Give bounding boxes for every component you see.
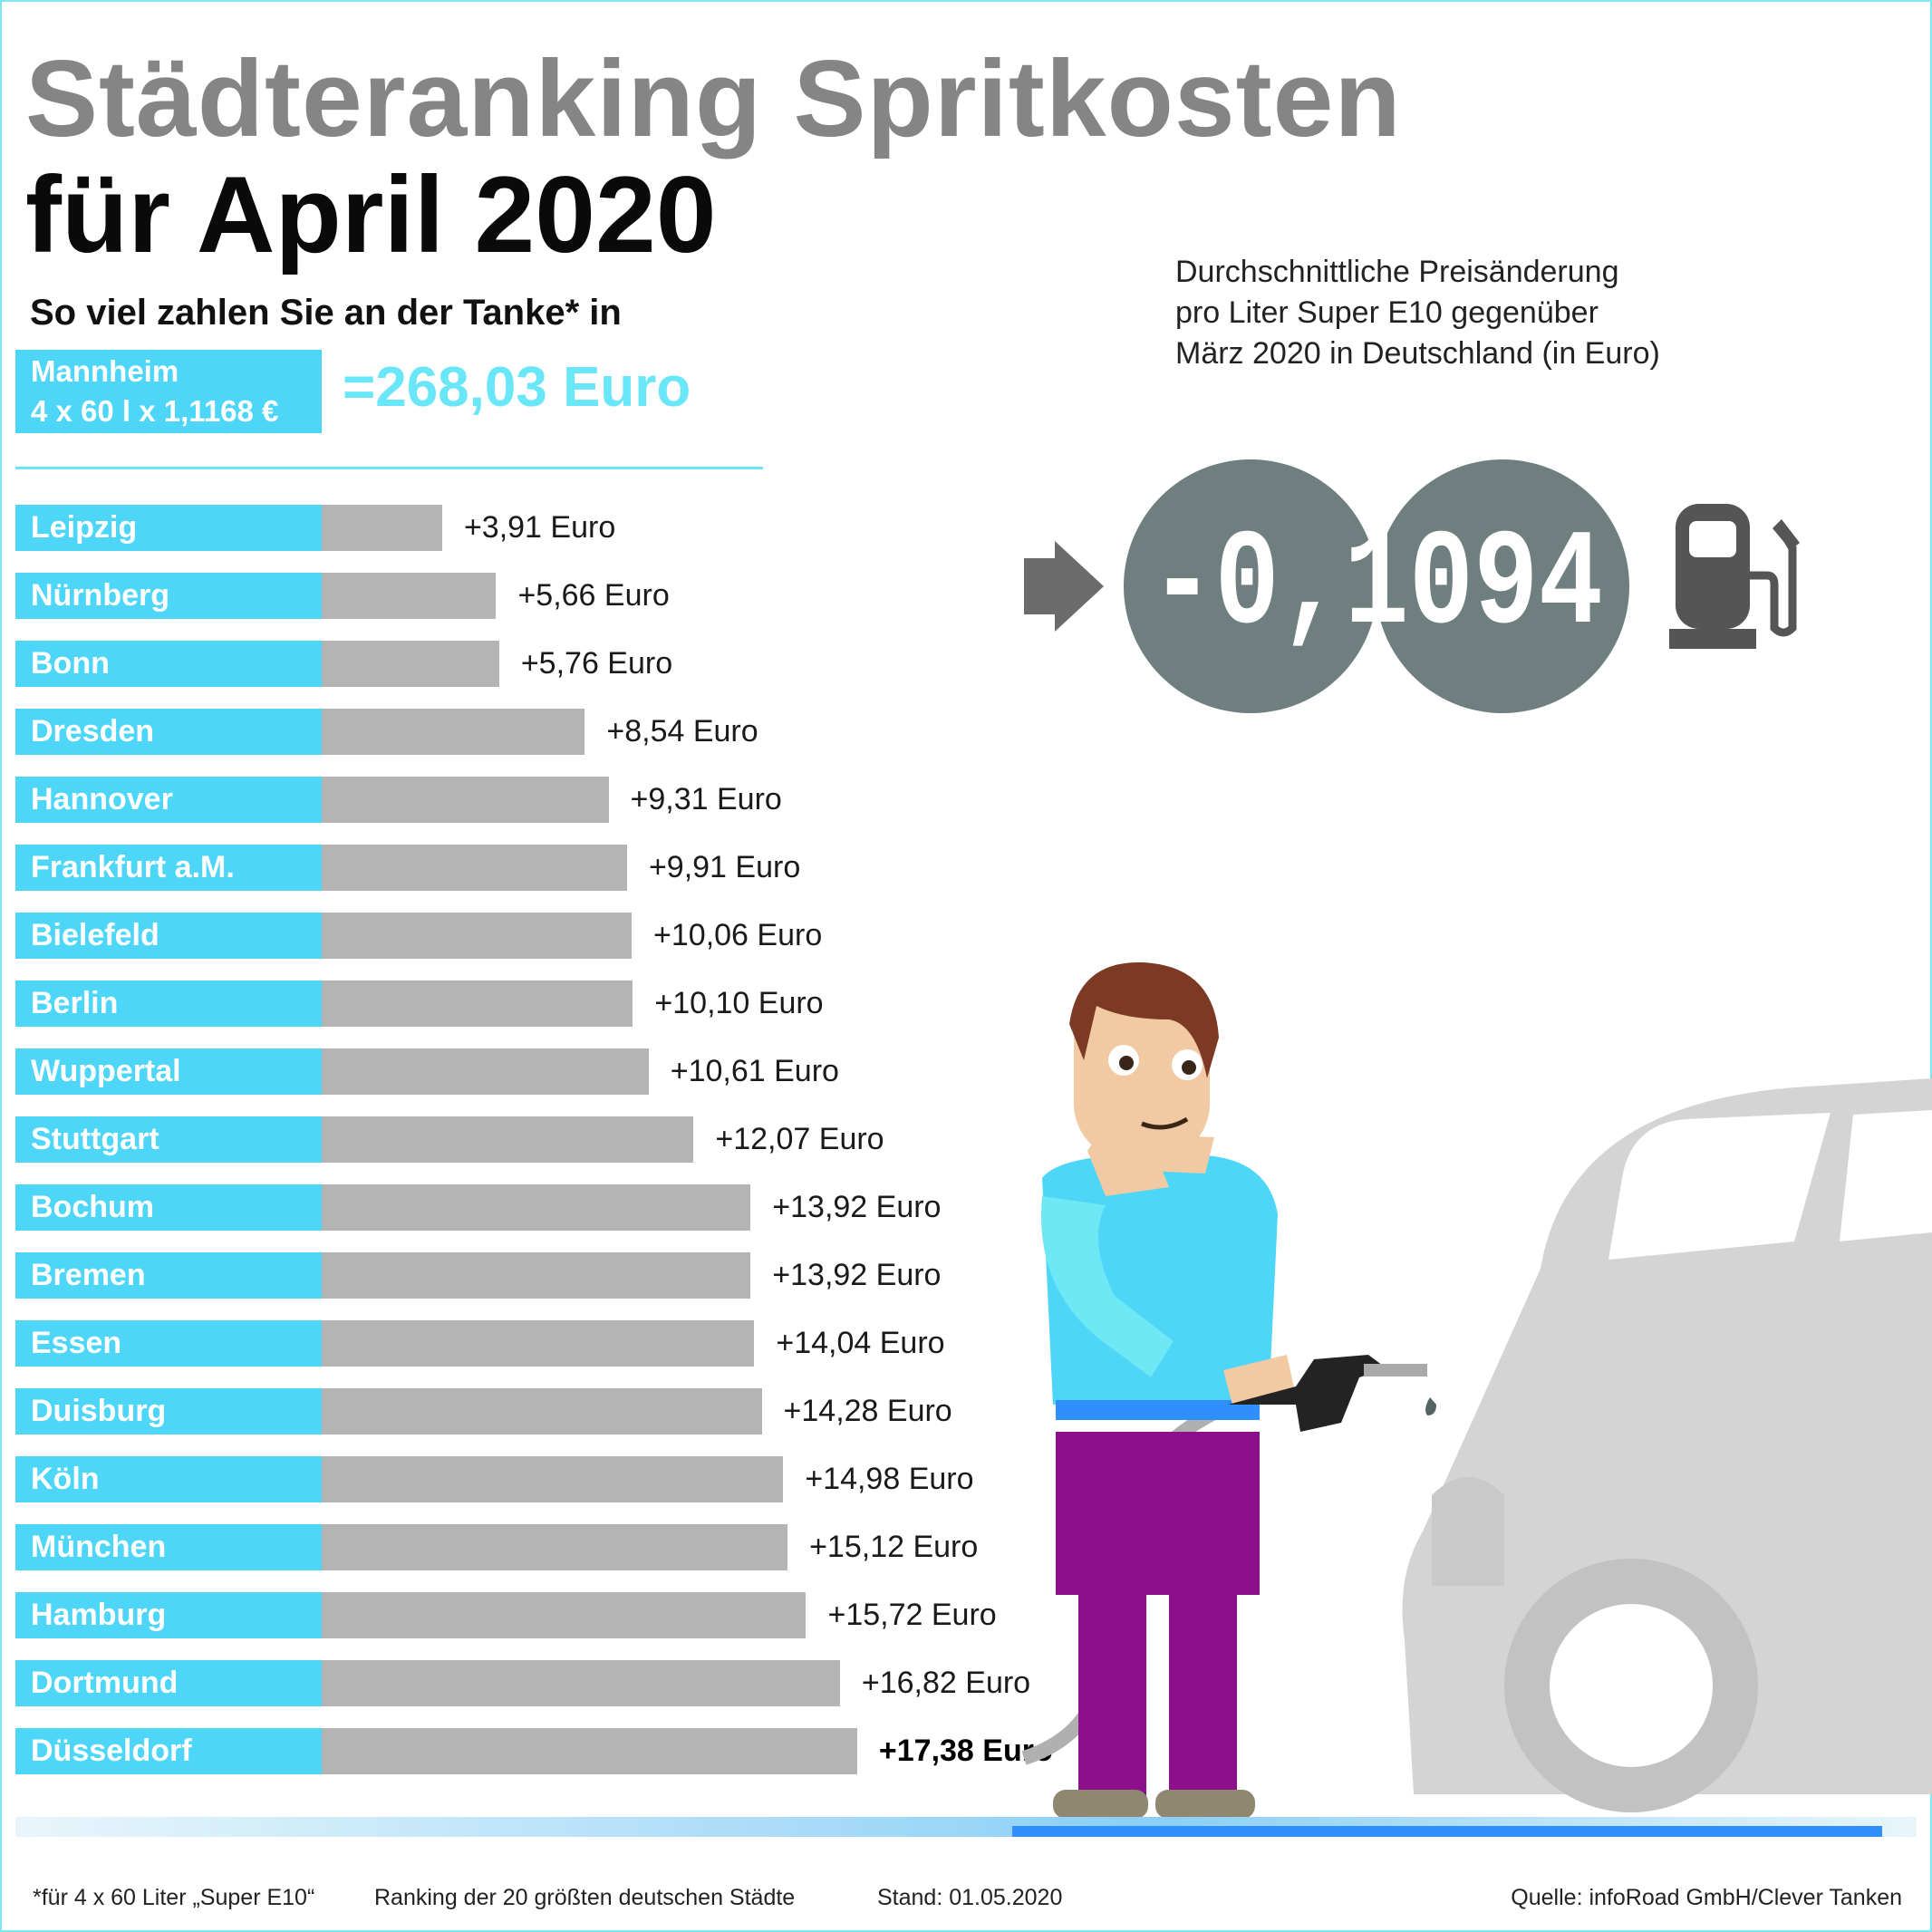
bar xyxy=(322,573,497,619)
bar xyxy=(322,1184,751,1231)
city-label: Hannover xyxy=(15,777,322,823)
bar xyxy=(322,1252,751,1299)
bar xyxy=(322,1388,762,1435)
reference-formula: 4 x 60 l x 1,1168 € xyxy=(31,394,279,428)
bar-value-label: +13,92 Euro xyxy=(772,1190,942,1224)
bar-value-label: +12,07 Euro xyxy=(715,1122,884,1156)
bar xyxy=(322,845,627,891)
bar xyxy=(322,641,499,687)
description-line: pro Liter Super E10 gegenüber xyxy=(1175,295,1599,330)
bar-value-label: +16,82 Euro xyxy=(861,1666,1031,1700)
bar-value-label: +8,54 Euro xyxy=(606,714,758,749)
divider xyxy=(15,467,763,469)
bar xyxy=(322,777,609,823)
bar-value-label: +14,98 Euro xyxy=(805,1462,974,1496)
bar-value-label: +15,72 Euro xyxy=(827,1598,997,1632)
bar-value-label: +15,12 Euro xyxy=(809,1530,979,1564)
city-label: Hamburg xyxy=(15,1592,322,1638)
ground-gradient xyxy=(15,1817,1917,1837)
source-note: Quelle: infoRoad GmbH/Clever Tanken xyxy=(1511,1885,1902,1910)
city-label: Düsseldorf xyxy=(15,1728,322,1774)
bar-value-label: +10,61 Euro xyxy=(670,1054,839,1088)
city-label: Bochum xyxy=(15,1184,322,1231)
date-note: Stand: 01.05.2020 xyxy=(877,1885,1063,1910)
description-line: Durchschnittliche Preisänderung xyxy=(1175,255,1619,289)
reference-city: Mannheim xyxy=(31,354,179,388)
city-label: Essen xyxy=(15,1320,322,1367)
display-circle-right xyxy=(1376,459,1629,713)
bar-value-label: +10,10 Euro xyxy=(654,986,824,1020)
bar xyxy=(322,1048,649,1095)
description-line: März 2020 in Deutschland (in Euro) xyxy=(1175,336,1660,371)
fuel-scene-illustration xyxy=(1021,961,1932,1819)
city-label: Köln xyxy=(15,1456,322,1502)
title-line-2: für April 2020 xyxy=(25,154,717,275)
city-label: Stuttgart xyxy=(15,1116,322,1163)
city-label: Berlin xyxy=(15,980,322,1027)
subtitle: So viel zahlen Sie an der Tanke* in xyxy=(30,293,622,333)
city-label: Wuppertal xyxy=(15,1048,322,1095)
person-illustration xyxy=(1041,961,1296,1819)
city-label: Bielefeld xyxy=(15,913,322,959)
bar-value-label: +14,04 Euro xyxy=(776,1326,945,1360)
bar xyxy=(322,1320,755,1367)
bar-value-label: +14,28 Euro xyxy=(783,1394,952,1428)
city-label: München xyxy=(15,1524,322,1570)
city-label: Nürnberg xyxy=(15,573,322,619)
bar-value-label: +9,91 Euro xyxy=(648,850,801,884)
ranking-note: Ranking der 20 größten deutschen Städte xyxy=(374,1885,796,1910)
bar xyxy=(322,1660,840,1706)
bar xyxy=(322,505,442,551)
city-label: Frankfurt a.M. xyxy=(15,845,322,891)
city-label: Dresden xyxy=(15,709,322,755)
city-label: Bonn xyxy=(15,641,322,687)
city-label: Bremen xyxy=(15,1252,322,1299)
bar xyxy=(322,709,585,755)
reference-city-box: Mannheim 4 x 60 l x 1,1168 € xyxy=(15,350,322,433)
car-illustration xyxy=(1402,1078,1932,1812)
reference-total: =268,03 Euro xyxy=(343,356,691,419)
bar xyxy=(322,1456,784,1502)
city-label: Leipzig xyxy=(15,505,322,551)
bar xyxy=(322,913,633,959)
bar xyxy=(322,1116,694,1163)
bar-value-label: +5,66 Euro xyxy=(517,578,670,613)
bar xyxy=(322,980,633,1027)
price-change-value: -0,1094 xyxy=(1150,509,1603,663)
title-line-1: Städteranking Spritkosten xyxy=(25,38,1402,159)
city-label: Dortmund xyxy=(15,1660,322,1706)
bar xyxy=(322,1592,807,1638)
city-label: Duisburg xyxy=(15,1388,322,1435)
bar-value-label: +3,91 Euro xyxy=(463,510,616,545)
bar-value-label: +13,92 Euro xyxy=(772,1258,942,1292)
price-change-description: Durchschnittliche Preisänderung pro Lite… xyxy=(1175,252,1660,374)
fuel-nozzle-icon xyxy=(1228,1355,1436,1432)
arrow-right-icon xyxy=(1024,541,1104,632)
bar xyxy=(322,1524,788,1570)
display-circle-left xyxy=(1124,459,1377,713)
bar-value-label: +5,76 Euro xyxy=(520,646,673,681)
footnote: *für 4 x 60 Liter „Super E10“ xyxy=(33,1885,315,1910)
bar xyxy=(322,1728,857,1774)
bar-value-label: +9,31 Euro xyxy=(630,782,782,816)
fuel-pump-icon xyxy=(1669,504,1800,649)
bar-value-label: +10,06 Euro xyxy=(653,918,823,952)
price-change-display: -0,1094 xyxy=(1024,459,1800,713)
